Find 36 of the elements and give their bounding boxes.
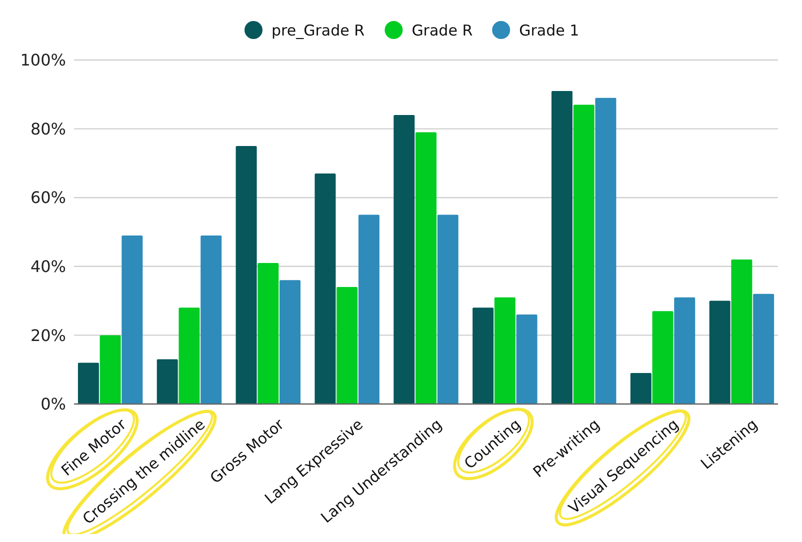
bar <box>674 297 696 404</box>
bar <box>416 132 436 404</box>
bar <box>200 235 222 404</box>
bar <box>100 335 121 404</box>
bar <box>573 104 594 404</box>
bar <box>122 235 143 404</box>
bar <box>336 287 358 404</box>
bar <box>78 362 99 404</box>
bar <box>178 308 200 404</box>
y-tick-label: 40% <box>30 257 66 276</box>
bar <box>753 294 774 404</box>
bar <box>472 308 494 404</box>
bar <box>258 262 279 404</box>
bar <box>358 214 380 404</box>
bar <box>709 300 730 404</box>
bar <box>731 260 752 404</box>
bar <box>551 90 572 404</box>
y-tick-label: 60% <box>30 188 66 208</box>
bar <box>652 311 674 404</box>
y-tick-label: 100% <box>20 50 66 70</box>
y-tick-label: 80% <box>30 119 66 138</box>
legend-label: pre_Grade R <box>272 21 365 40</box>
bar <box>280 280 301 404</box>
bar <box>437 214 458 404</box>
legend-label: Grade R <box>412 21 473 40</box>
bar <box>516 314 538 404</box>
y-tick-label: 0% <box>40 394 66 414</box>
bar <box>494 297 516 404</box>
legend-label: Grade 1 <box>519 21 580 40</box>
bar <box>236 146 257 404</box>
bar <box>156 359 178 404</box>
y-tick-label: 20% <box>30 326 66 345</box>
bar <box>394 115 415 404</box>
bar <box>314 174 336 404</box>
bar <box>595 98 616 404</box>
bar <box>630 373 652 404</box>
